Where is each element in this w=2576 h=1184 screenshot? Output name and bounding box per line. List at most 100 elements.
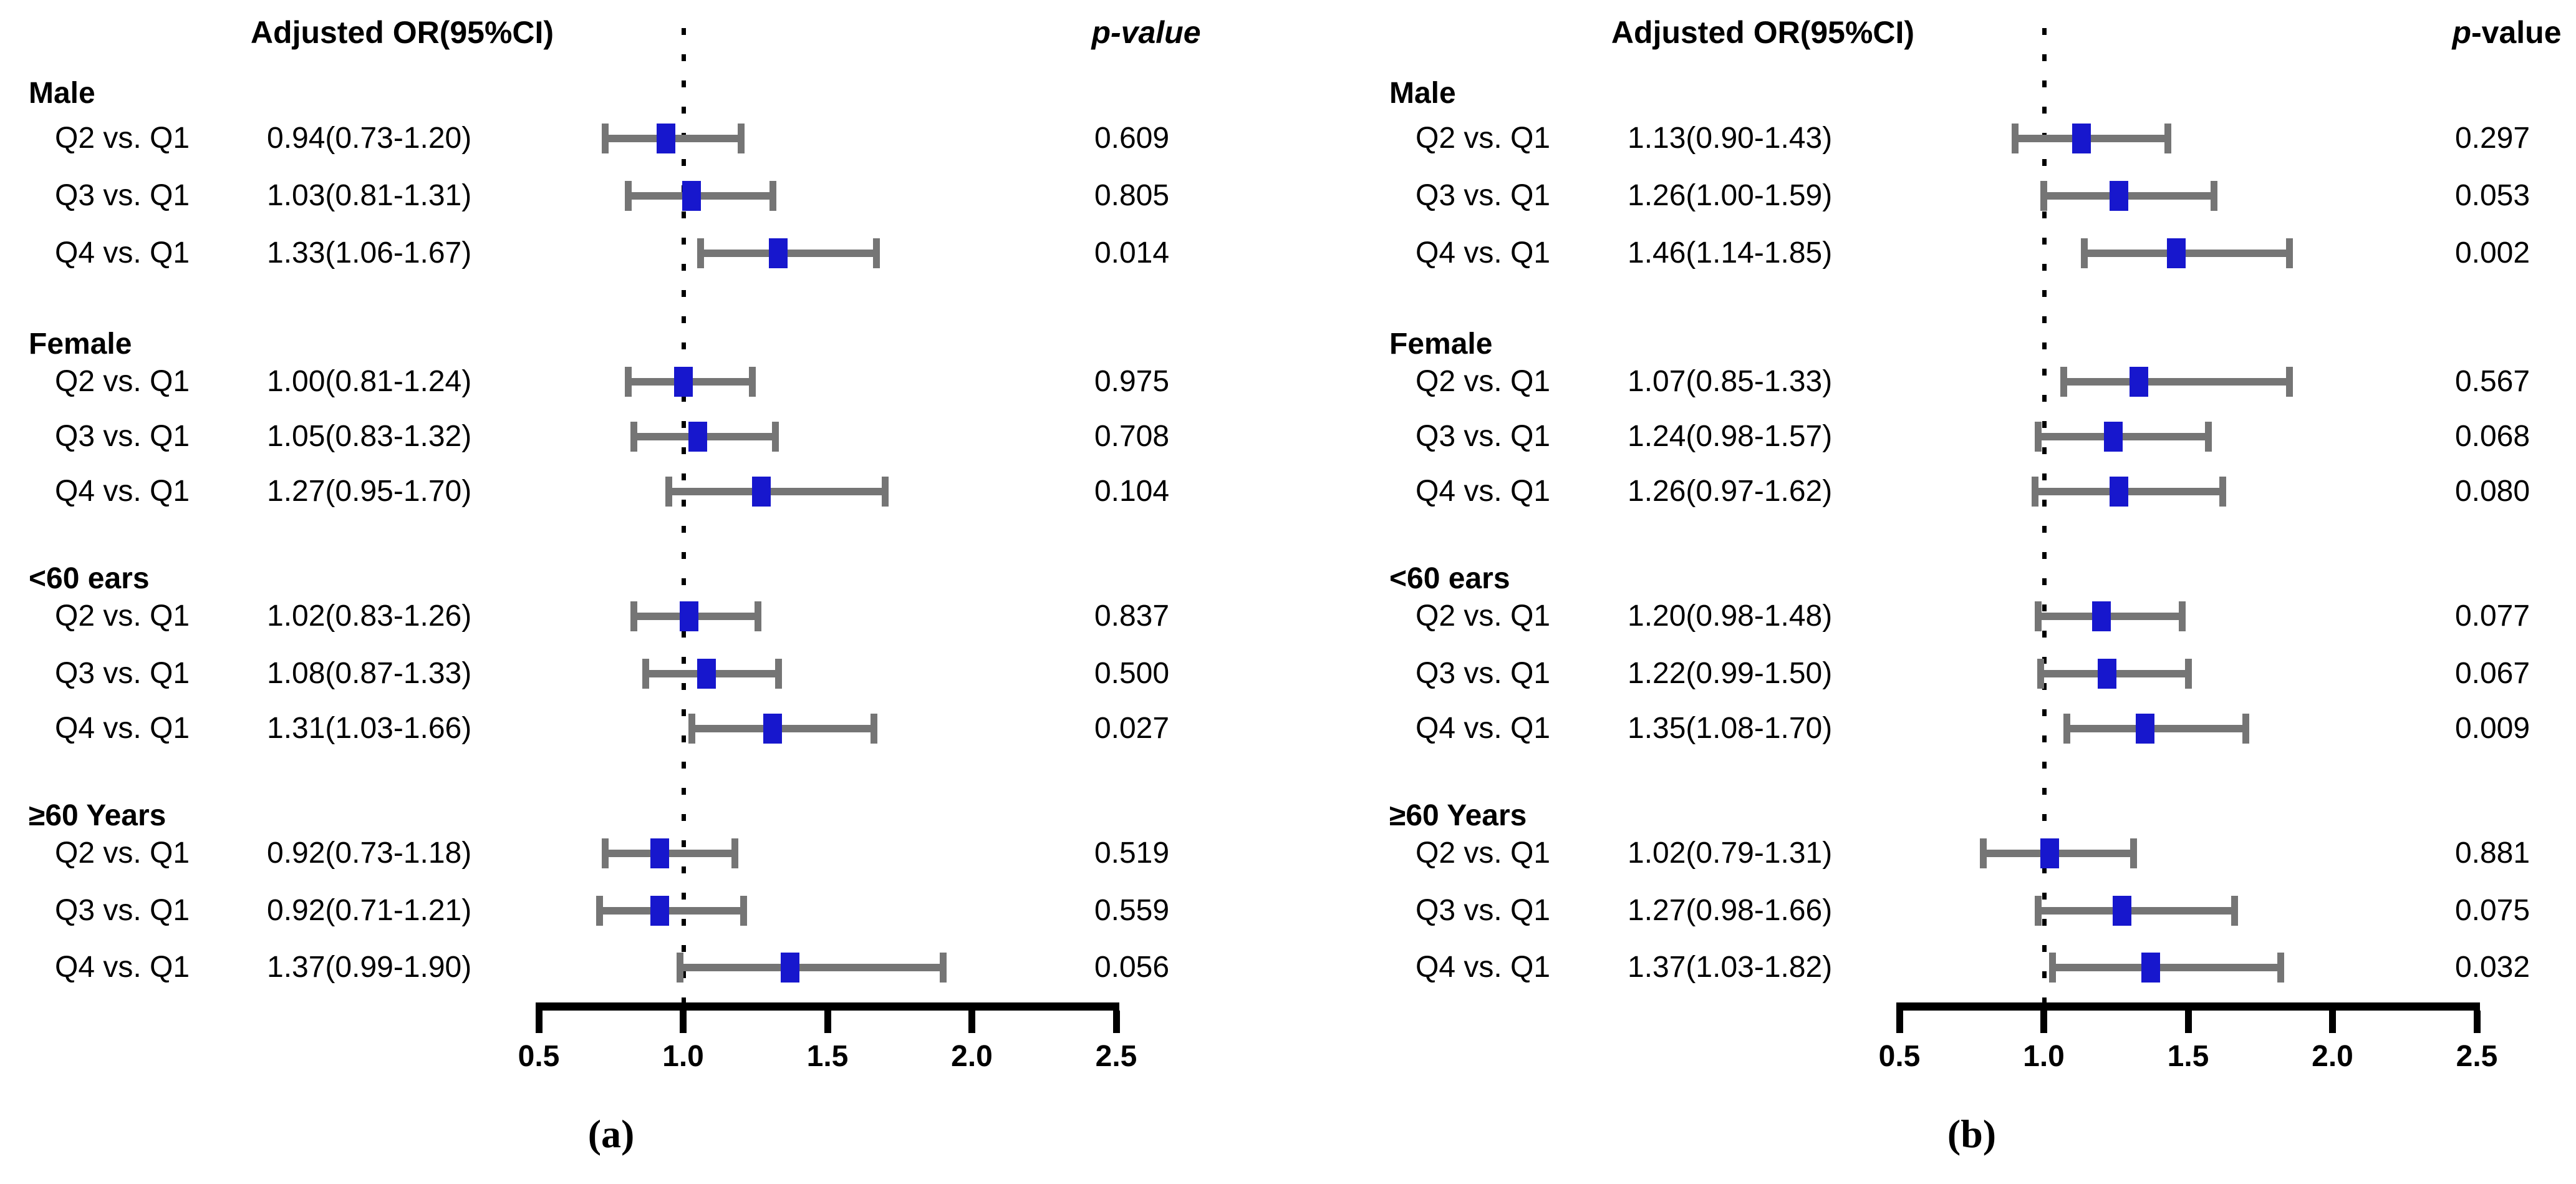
x-axis-tick xyxy=(2040,1011,2047,1033)
p-value: 0.009 xyxy=(2454,712,2530,745)
p-value: 0.104 xyxy=(1094,475,1170,508)
reference-line xyxy=(681,28,686,1002)
or-ci-text: 1.02(0.83-1.26) xyxy=(267,599,472,633)
reference-line xyxy=(2042,28,2047,1002)
x-axis-tick xyxy=(680,1011,687,1033)
ci-cap-right xyxy=(2211,181,2218,211)
ci-cap-right xyxy=(2277,953,2284,983)
ci-cap-left xyxy=(2037,659,2045,689)
p-value: 0.002 xyxy=(2454,236,2530,269)
or-ci-text: 1.35(1.08-1.70) xyxy=(1628,712,1833,745)
ci-cap-right xyxy=(749,367,756,397)
ci-cap-left xyxy=(601,838,609,868)
ci-cap-right xyxy=(882,477,889,507)
ci-cap-right xyxy=(2184,659,2192,689)
ci-cap-left xyxy=(697,238,704,268)
ci-cap-right xyxy=(740,896,748,926)
ci-bar xyxy=(2038,433,2209,440)
or-marker xyxy=(2109,181,2128,211)
ci-cap-right xyxy=(2285,238,2293,268)
or-marker xyxy=(2109,477,2128,507)
row-label: Q4 vs. Q1 xyxy=(1416,951,1551,984)
row-label: Q2 vs. Q1 xyxy=(1416,365,1551,398)
ci-cap-left xyxy=(2034,422,2042,452)
ci-cap-right xyxy=(870,714,877,744)
p-value: 0.027 xyxy=(1094,712,1170,745)
p-value-header-rest: -value xyxy=(2471,15,2562,50)
ci-cap-left xyxy=(688,714,695,744)
panel-letter: (a) xyxy=(587,1112,635,1156)
row-label: Q4 vs. Q1 xyxy=(55,475,190,508)
or-marker xyxy=(688,422,707,452)
p-value: 0.032 xyxy=(2454,951,2530,984)
p-value: 0.080 xyxy=(2454,475,2530,508)
or-marker xyxy=(2141,953,2160,983)
or-ci-text: 1.26(0.97-1.62) xyxy=(1628,475,1833,508)
ci-cap-left xyxy=(625,181,632,211)
row-label: Q2 vs. Q1 xyxy=(1416,837,1551,870)
p-value-header: p-value xyxy=(1091,17,1200,48)
or-marker xyxy=(2167,238,2186,268)
ci-cap-left xyxy=(601,124,609,153)
row-label: Q2 vs. Q1 xyxy=(55,837,190,870)
ci-cap-left xyxy=(630,422,638,452)
row-label: Q3 vs. Q1 xyxy=(1416,420,1551,453)
ci-cap-right xyxy=(939,953,947,983)
ci-cap-left xyxy=(2080,238,2088,268)
row-label: Q3 vs. Q1 xyxy=(55,657,190,690)
ci-cap-left xyxy=(2011,124,2019,153)
or-marker xyxy=(673,367,693,397)
or-marker xyxy=(763,714,783,744)
x-axis-tick-label: 1.5 xyxy=(2167,1040,2209,1073)
x-axis-tick-label: 0.5 xyxy=(518,1040,560,1073)
ci-cap-right xyxy=(731,838,739,868)
x-axis-tick xyxy=(824,1011,831,1033)
or-marker xyxy=(2092,601,2111,631)
or-marker xyxy=(2098,659,2117,689)
ci-bar xyxy=(599,907,744,915)
row-label: Q4 vs. Q1 xyxy=(1416,236,1551,269)
ci-cap-left xyxy=(2063,714,2071,744)
or-marker xyxy=(679,601,698,631)
p-value: 0.067 xyxy=(2454,657,2530,690)
row-label: Q4 vs. Q1 xyxy=(1416,712,1551,745)
or-ci-text: 1.20(0.98-1.48) xyxy=(1628,599,1833,633)
row-label: Q3 vs. Q1 xyxy=(55,420,190,453)
row-label: Q4 vs. Q1 xyxy=(1416,475,1551,508)
x-axis-line xyxy=(1896,1002,2480,1011)
ci-bar xyxy=(700,250,877,257)
ci-bar xyxy=(2035,488,2223,495)
x-axis-line xyxy=(536,1002,1119,1011)
or-ci-text: 1.22(0.99-1.50) xyxy=(1628,657,1833,690)
row-label: Q3 vs. Q1 xyxy=(1416,657,1551,690)
p-value: 0.567 xyxy=(2454,365,2530,398)
or-ci-text: 1.33(1.06-1.67) xyxy=(267,236,472,269)
ci-bar xyxy=(2084,250,2290,257)
ci-cap-right xyxy=(2285,367,2293,397)
or-ci-text: 1.00(0.81-1.24) xyxy=(267,365,472,398)
or-marker xyxy=(2040,838,2059,868)
group-label: Male xyxy=(1389,77,1456,110)
ci-cap-left xyxy=(596,896,603,926)
ci-cap-right xyxy=(2204,422,2212,452)
ci-cap-left xyxy=(642,659,649,689)
p-value: 0.609 xyxy=(1094,122,1170,155)
x-axis-tick xyxy=(1112,1011,1120,1033)
row-label: Q4 vs. Q1 xyxy=(55,951,190,984)
row-label: Q2 vs. Q1 xyxy=(55,122,190,155)
x-axis-tick-label: 1.5 xyxy=(806,1040,849,1073)
x-axis-tick xyxy=(535,1011,543,1033)
row-label: Q2 vs. Q1 xyxy=(55,599,190,633)
or-marker xyxy=(2135,714,2154,744)
p-value: 0.708 xyxy=(1094,420,1170,453)
ci-cap-right xyxy=(2164,124,2172,153)
x-axis-tick-label: 0.5 xyxy=(1878,1040,1921,1073)
row-label: Q4 vs. Q1 xyxy=(55,236,190,269)
x-axis-tick xyxy=(2473,1011,2481,1033)
p-value-header-rest: -value xyxy=(1111,15,1201,50)
ci-cap-right xyxy=(755,601,762,631)
ci-cap-left xyxy=(2040,181,2047,211)
row-label: Q2 vs. Q1 xyxy=(1416,599,1551,633)
ci-bar xyxy=(2052,964,2281,971)
